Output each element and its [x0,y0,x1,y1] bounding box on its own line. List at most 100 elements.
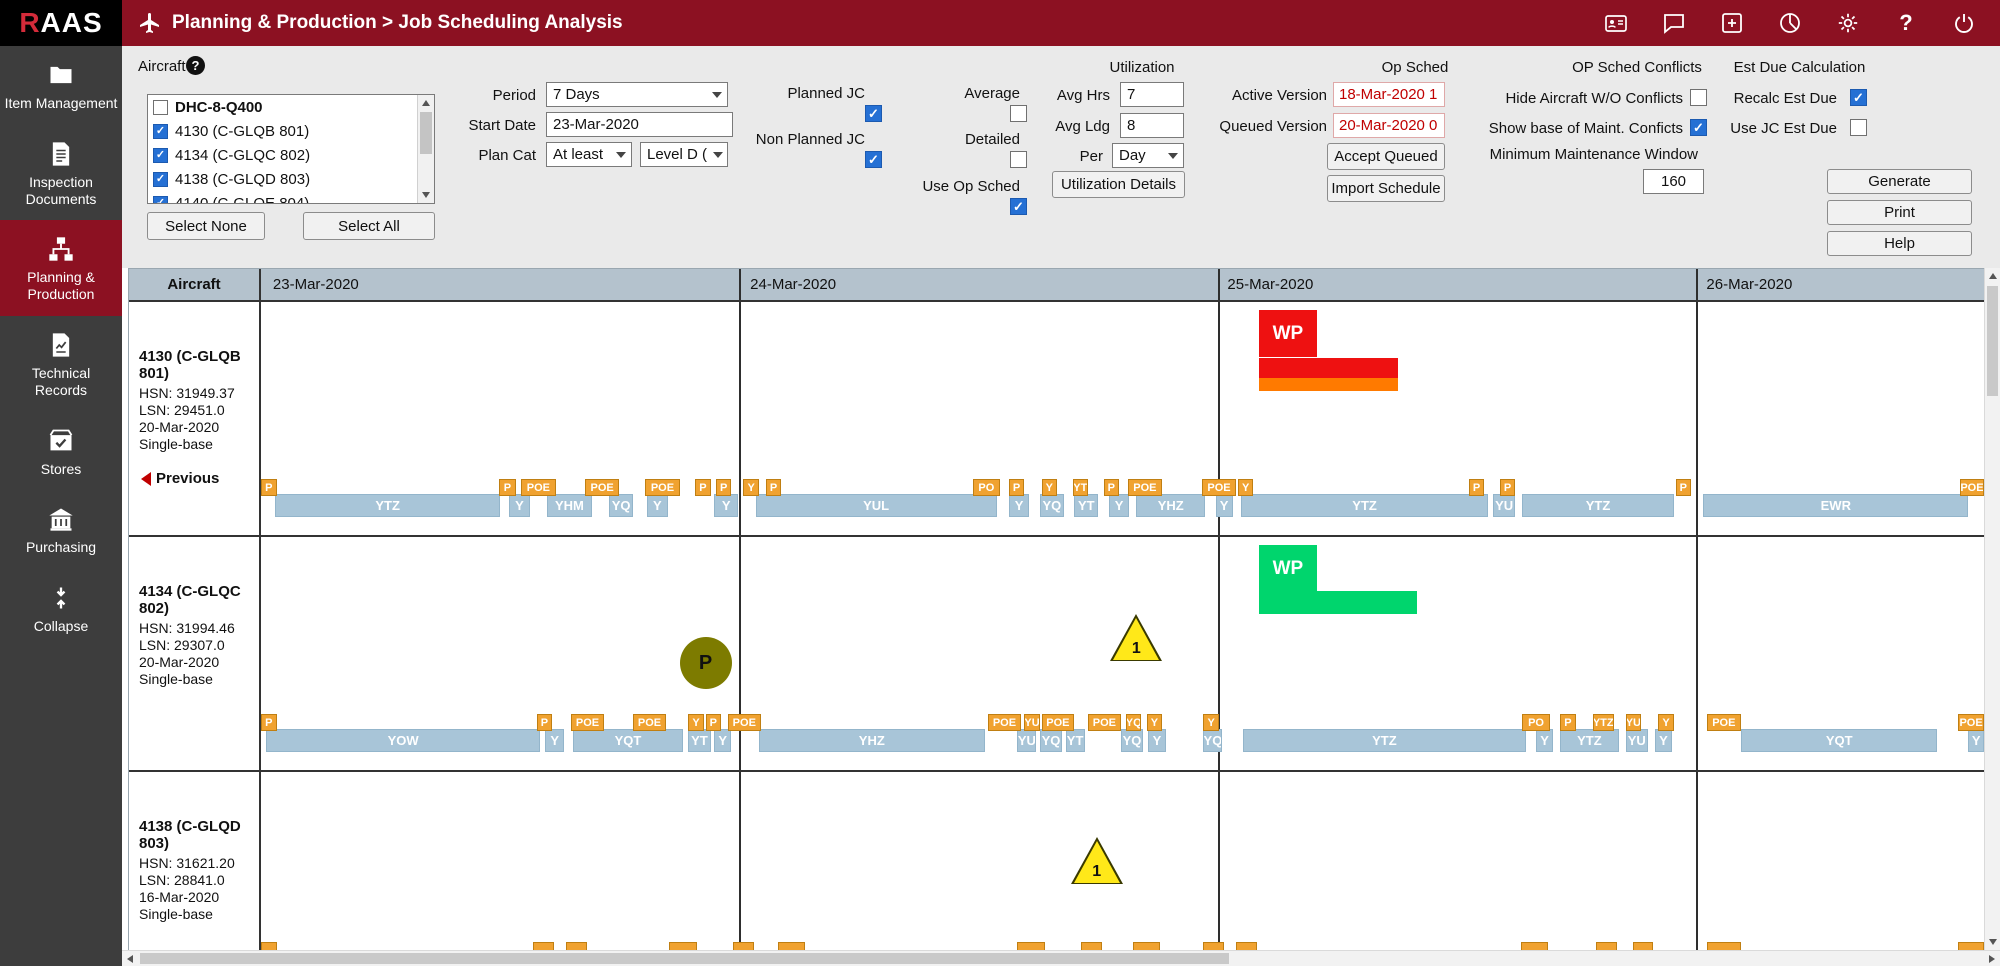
scroll-down-icon[interactable] [418,187,434,203]
poe-marker[interactable] [777,942,806,950]
scrollbar-thumb[interactable] [140,953,1230,964]
select-all-button[interactable]: Select All [303,212,435,240]
poe-marker[interactable]: P [1499,479,1516,496]
flight-segment[interactable]: YQ [1039,494,1064,517]
poe-marker[interactable]: YTZ [1592,714,1614,731]
per-select[interactable]: Day [1112,143,1184,168]
id-card-icon[interactable] [1604,11,1628,35]
planned-jc-checkbox[interactable] [865,105,882,122]
poe-marker[interactable]: POE [727,714,761,731]
poe-marker[interactable]: Y [1041,479,1058,496]
poe-marker[interactable]: P [536,714,553,731]
poe-marker[interactable]: P [705,714,722,731]
poe-marker[interactable]: Y [1658,714,1674,731]
flight-segment[interactable]: YHM [547,494,592,517]
import-schedule-button[interactable]: Import Schedule [1327,175,1445,202]
flight-segment[interactable]: YTZ [1522,494,1674,517]
flight-segment[interactable]: Y [646,494,668,517]
poe-marker[interactable]: POE [1041,714,1075,731]
poe-marker[interactable] [533,942,554,950]
poe-marker[interactable]: YT [1072,479,1089,496]
flight-segment[interactable]: YT [688,729,711,752]
pie-chart-icon[interactable] [1778,11,1802,35]
poe-marker[interactable]: Y [743,479,759,496]
work-package-block[interactable]: WP [1258,545,1318,592]
min-maintenance-window-input[interactable]: 160 [1643,169,1704,194]
poe-marker[interactable] [1081,942,1102,950]
recalc-est-due-checkbox[interactable] [1850,89,1867,106]
list-item[interactable]: 4140 (C-GLQE 804) [148,191,434,203]
chat-icon[interactable] [1662,11,1686,35]
flight-segment[interactable]: YT [1065,729,1085,752]
poe-marker[interactable]: POE [988,714,1021,731]
poe-marker[interactable] [1706,942,1742,950]
poe-marker[interactable]: POE [521,479,556,496]
flight-segment[interactable]: YTZ [1560,729,1619,752]
list-item[interactable]: 4130 (C-GLQB 801) [148,119,434,143]
use-op-sched-checkbox[interactable] [1010,198,1027,215]
poe-marker[interactable] [1596,942,1617,950]
sidebar-item-inspection-documents[interactable]: Inspection Documents [0,125,122,221]
flight-segment[interactable]: Y [1536,729,1554,752]
poe-marker[interactable]: POE [1201,479,1237,496]
poe-marker[interactable]: POE [1958,714,1984,731]
flight-segment[interactable]: YU [1492,494,1516,517]
flight-segment[interactable]: Y [1215,494,1233,517]
utilization-details-button[interactable]: Utilization Details [1052,171,1185,198]
poe-marker[interactable]: P [261,479,277,496]
poe-marker[interactable] [1632,942,1654,950]
non-planned-jc-checkbox[interactable] [865,151,882,168]
scrollbar-thumb[interactable] [420,112,432,154]
aircraft-checkbox[interactable] [153,99,168,115]
flight-segment[interactable]: YQ [1120,729,1144,752]
aircraft-checkbox[interactable] [153,123,168,139]
aircraft-checkbox[interactable] [153,147,168,163]
flight-segment[interactable]: YHZ [758,729,985,752]
help-icon[interactable]: ? [1899,10,1913,35]
poe-marker[interactable] [1236,942,1257,950]
poe-marker[interactable]: Y [1146,714,1163,731]
flight-segment[interactable]: YHZ [1136,494,1206,517]
poe-marker[interactable]: PO [972,479,1001,496]
poe-marker[interactable] [261,942,277,950]
flight-segment[interactable]: Y [1108,494,1130,517]
poe-marker[interactable] [1958,942,1984,950]
work-package-bar[interactable] [1258,358,1399,378]
hide-wo-conflicts-checkbox[interactable] [1690,89,1707,106]
flight-segment[interactable]: Y [509,494,530,517]
flight-segment[interactable]: YTZ [274,494,501,517]
poe-marker[interactable]: Y [688,714,704,731]
poe-marker[interactable] [1520,942,1549,950]
add-icon[interactable] [1720,11,1744,35]
p-event-marker[interactable]: P [679,637,732,689]
help-icon[interactable]: ? [186,56,205,75]
sidebar-item-item-management[interactable]: Item Management [0,46,122,125]
use-jc-est-due-checkbox[interactable] [1850,119,1867,136]
poe-marker[interactable] [669,942,697,950]
horizontal-scrollbar[interactable] [122,950,2000,966]
sidebar-item-collapse[interactable]: Collapse [0,569,122,648]
flight-segment[interactable]: Y [1148,729,1166,752]
previous-button[interactable]: Previous [141,470,219,487]
poe-marker[interactable]: YQ [1125,714,1142,731]
flight-segment[interactable]: YTZ [1243,729,1526,752]
flight-segment[interactable]: Y [545,729,565,752]
poe-marker[interactable]: POE [571,714,604,731]
flight-segment[interactable]: YTZ [1241,494,1488,517]
start-date-input[interactable]: 23-Mar-2020 [546,112,733,137]
scroll-left-icon[interactable] [122,951,138,966]
flight-segment[interactable]: YT [1074,494,1099,517]
poe-marker[interactable] [565,942,587,950]
flight-segment[interactable]: Y [714,729,732,752]
poe-marker[interactable]: P [1103,479,1120,496]
avg-ldg-input[interactable]: 8 [1120,113,1184,138]
flight-segment[interactable]: YQT [1741,729,1938,752]
flight-segment[interactable]: YQT [572,729,684,752]
flight-segment[interactable]: YOW [266,729,541,752]
sidebar-item-technical-records[interactable]: Technical Records [0,316,122,412]
listbox-scrollbar[interactable] [417,95,434,203]
flight-segment[interactable]: YQ [609,494,634,517]
poe-marker[interactable] [1132,942,1161,950]
scroll-down-icon[interactable] [1985,934,2000,950]
generate-button[interactable]: Generate [1827,169,1972,194]
